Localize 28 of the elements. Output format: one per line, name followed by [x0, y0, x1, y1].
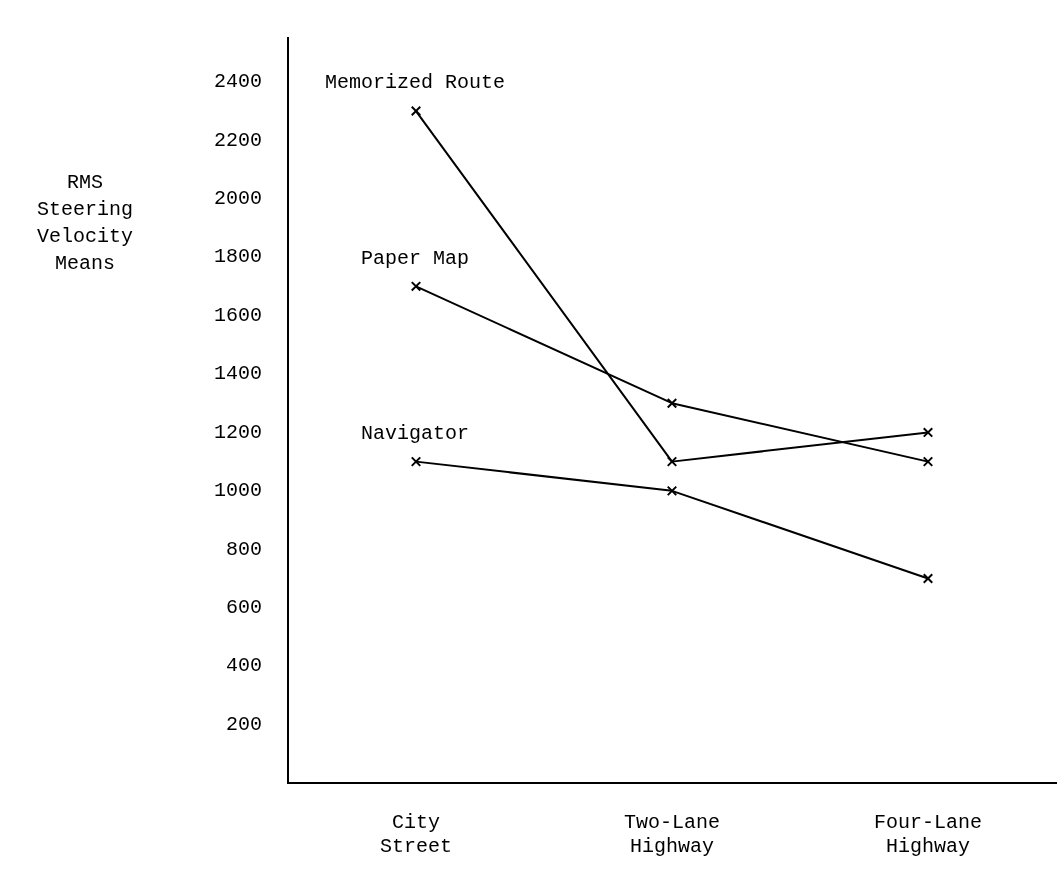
point	[922, 456, 934, 467]
point	[666, 485, 678, 497]
point	[666, 397, 678, 409]
point	[666, 456, 678, 467]
y-tick-label: 800	[225, 537, 262, 561]
y-tick-label: 2000	[213, 186, 262, 210]
point	[410, 456, 422, 467]
y-tick-label: 1000	[213, 479, 262, 503]
y-tick-label: 2400	[213, 70, 262, 94]
series-label: Memorized Route	[324, 71, 506, 95]
x-tick-label: City Street	[379, 811, 453, 859]
x-tick-label: Four-Lane Highway	[873, 811, 983, 859]
y-tick-label: 1400	[213, 362, 262, 386]
x-tick-label: Two-Lane Highway	[623, 811, 721, 859]
point	[410, 105, 422, 117]
series-label: Paper Map	[360, 246, 470, 270]
y-tick-label: 2200	[213, 128, 262, 152]
point	[922, 573, 934, 584]
y-tick-label: 600	[225, 596, 262, 619]
point	[410, 281, 422, 292]
y-tick-label: 1600	[213, 303, 262, 327]
y-tick-label: 1800	[213, 245, 262, 269]
series-label: Navigator	[360, 421, 470, 445]
y-tick-label: 200	[225, 712, 262, 736]
point	[922, 427, 934, 438]
y-tick-label: 1200	[213, 420, 262, 444]
y-axis-title: RMS Steering Velocity Means	[36, 171, 134, 276]
y-tick-label: 400	[225, 654, 262, 678]
